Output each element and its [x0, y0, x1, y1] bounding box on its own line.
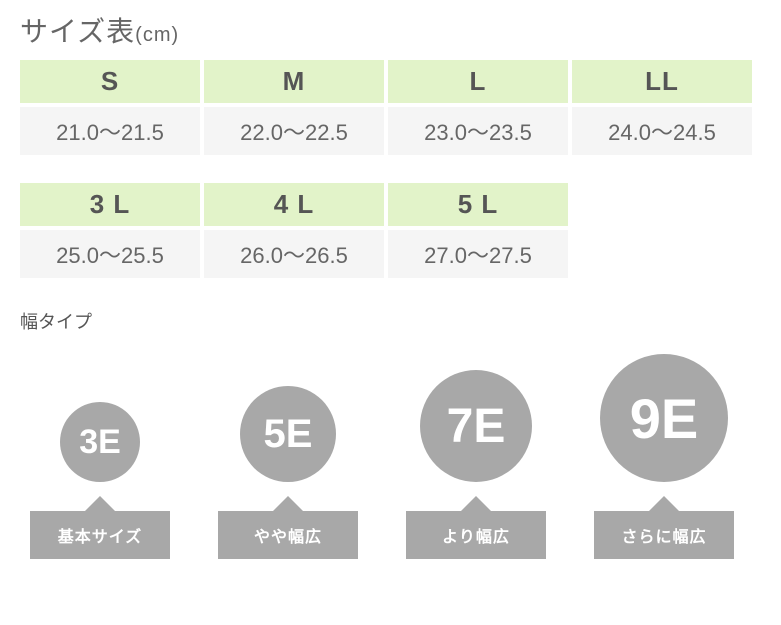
width-desc: より幅広	[406, 511, 546, 559]
width-circle-7e: 7E	[420, 370, 532, 482]
width-item: 9E さらに幅広	[594, 354, 734, 559]
size-cell: 23.0〜23.5	[388, 107, 568, 155]
width-type-row: 3E 基本サイズ 5E やや幅広 7E より幅広 9E さらに幅広	[20, 354, 761, 559]
size-cell: 25.0〜25.5	[20, 230, 200, 278]
width-item: 7E より幅広	[406, 370, 546, 559]
size-cell: 24.0〜24.5	[572, 107, 752, 155]
width-circle-9e: 9E	[600, 354, 728, 482]
title-unit: (cm)	[135, 24, 179, 46]
arrow-up-icon	[272, 496, 304, 512]
arrow-up-icon	[648, 496, 680, 512]
width-circle-5e: 5E	[240, 386, 336, 482]
size-header: 3 L	[20, 183, 200, 226]
size-header: M	[204, 60, 384, 103]
size-header: LL	[572, 60, 752, 103]
size-cell: 26.0〜26.5	[204, 230, 384, 278]
width-desc: 基本サイズ	[30, 511, 170, 559]
size-table-2: 3 L 4 L 5 L 25.0〜25.5 26.0〜26.5 27.0〜27.…	[20, 183, 761, 278]
width-tag: やや幅広	[218, 496, 358, 559]
size-header: S	[20, 60, 200, 103]
size-cell: 22.0〜22.5	[204, 107, 384, 155]
width-tag: より幅広	[406, 496, 546, 559]
size-header: 4 L	[204, 183, 384, 226]
size-table-1: S M L LL 21.0〜21.5 22.0〜22.5 23.0〜23.5 2…	[20, 60, 761, 155]
width-circle-3e: 3E	[60, 402, 140, 482]
size-cell: 27.0〜27.5	[388, 230, 568, 278]
size-cell: 21.0〜21.5	[20, 107, 200, 155]
page-title: サイズ表(cm)	[20, 10, 761, 50]
width-desc: さらに幅広	[594, 511, 734, 559]
width-tag: さらに幅広	[594, 496, 734, 559]
width-desc: やや幅広	[218, 511, 358, 559]
size-header: 5 L	[388, 183, 568, 226]
arrow-up-icon	[460, 496, 492, 512]
title-main: サイズ表	[20, 16, 135, 47]
width-item: 3E 基本サイズ	[30, 402, 170, 559]
width-tag: 基本サイズ	[30, 496, 170, 559]
size-header: L	[388, 60, 568, 103]
width-type-title: 幅タイプ	[20, 308, 761, 334]
arrow-up-icon	[84, 496, 116, 512]
width-item: 5E やや幅広	[218, 386, 358, 559]
